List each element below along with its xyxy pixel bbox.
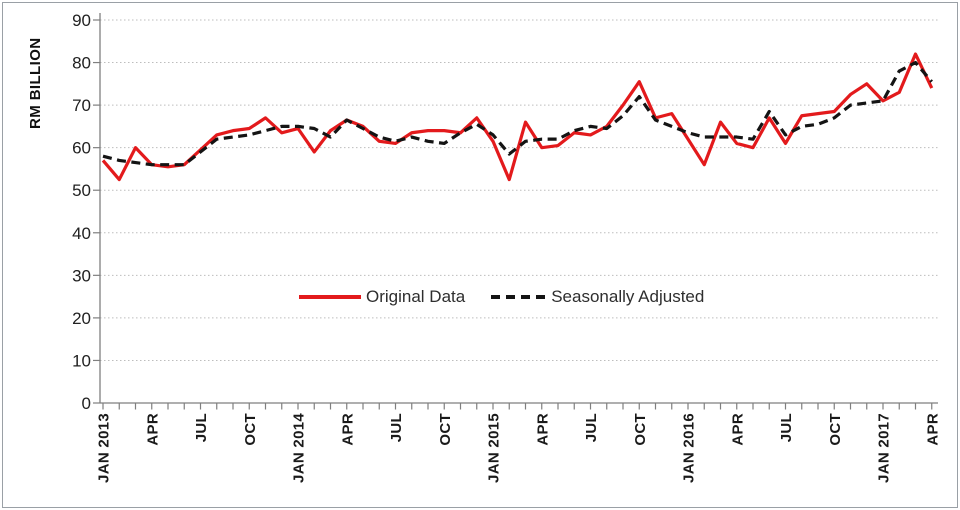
x-axis-label: JUL	[193, 413, 210, 442]
legend-item-original-data: Original Data	[299, 287, 465, 307]
y-axis-label: 90	[72, 11, 91, 30]
y-axis-label: 60	[72, 139, 91, 158]
x-axis-ticks	[102, 403, 933, 410]
x-axis-label: JUL	[388, 413, 405, 442]
x-axis-labels: JAN 2013 APR JUL OCT JAN 2014 APR JUL OCT JAN 20…	[96, 413, 942, 483]
x-axis-label: APR	[339, 413, 356, 446]
legend-item-seasonally-adjusted: Seasonally Adjusted	[491, 287, 704, 307]
series-original-data-line	[101, 52, 934, 182]
x-axis-label: APR	[729, 413, 746, 446]
legend-label-seasonally-adjusted: Seasonally Adjusted	[551, 287, 705, 306]
y-axis-label: 30	[72, 266, 91, 285]
x-axis-label: APR	[924, 413, 941, 446]
x-axis-label: OCT	[242, 413, 259, 446]
legend-swatch-dashed-line	[491, 295, 547, 299]
legend: Original Data Seasonally Adjusted	[299, 287, 704, 307]
x-axis-label: JAN 2017	[876, 413, 893, 483]
x-axis-label: JAN 2014	[291, 413, 308, 483]
x-axis-label: OCT	[827, 413, 844, 446]
y-axis-label: 70	[72, 96, 91, 115]
y-axis-label: 20	[72, 309, 91, 328]
axes	[99, 13, 938, 404]
y-axis-label: 10	[72, 351, 91, 370]
x-axis-label: APR	[144, 413, 161, 446]
x-axis-label: OCT	[632, 413, 649, 446]
x-axis-label: JUL	[583, 413, 600, 442]
x-axis-label: JAN 2013	[96, 413, 113, 483]
y-axis-ticks-and-labels: 0 10 20 30 40 50 60 70 80 90	[72, 11, 100, 413]
x-axis-label: JAN 2015	[486, 413, 503, 483]
legend-swatch-solid-line	[299, 295, 361, 299]
x-axis-label: OCT	[437, 413, 454, 446]
legend-label-original-data: Original Data	[366, 287, 466, 306]
y-axis-label: 40	[72, 224, 91, 243]
x-axis-label: JAN 2016	[681, 413, 698, 483]
y-axis-label: 50	[72, 181, 91, 200]
y-axis-label: 80	[72, 54, 91, 73]
x-axis-label: APR	[534, 413, 551, 446]
x-axis-label: JUL	[778, 413, 795, 442]
y-axis-label: 0	[82, 394, 91, 413]
y-axis-title: RM BILLION	[27, 37, 44, 130]
gridlines	[100, 19, 938, 361]
series-seasonally-adjusted-line	[102, 60, 933, 167]
